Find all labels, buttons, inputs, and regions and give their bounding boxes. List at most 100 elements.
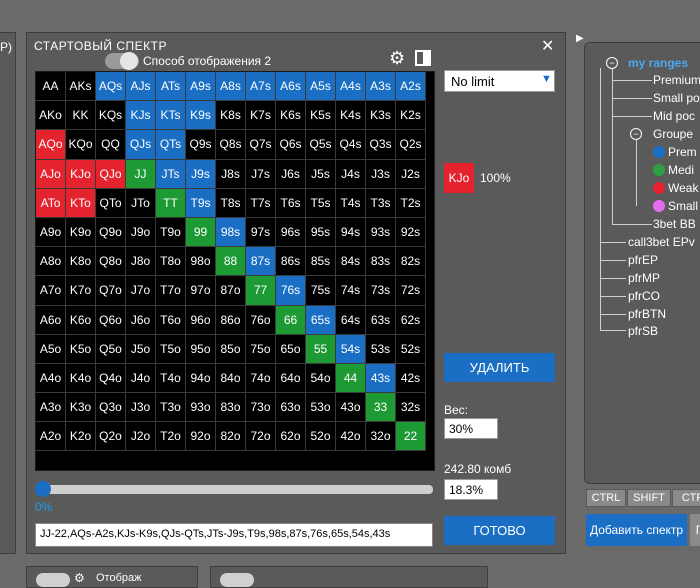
hand-cell[interactable]: T5s <box>306 188 336 218</box>
hand-cell[interactable]: ATo <box>36 188 66 218</box>
hand-cell[interactable]: KQo <box>66 130 96 160</box>
hand-cell[interactable]: 64s <box>336 305 366 335</box>
hand-cell[interactable]: QTs <box>156 130 186 160</box>
extra-button[interactable]: П <box>690 514 700 546</box>
hand-cell[interactable]: Q7o <box>96 276 126 306</box>
hand-cell[interactable]: 96s <box>276 217 306 248</box>
delete-button[interactable]: УДАЛИТЬ <box>444 353 555 382</box>
hand-cell[interactable]: 83o <box>216 393 246 423</box>
hand-cell[interactable]: 82o <box>216 422 246 452</box>
hand-cell[interactable]: 86o <box>216 305 246 335</box>
hand-cell[interactable]: KJs <box>126 101 156 131</box>
collapse-icon[interactable]: − <box>606 57 618 69</box>
close-icon[interactable]: ✕ <box>541 38 555 55</box>
hand-cell[interactable]: KQs <box>96 101 126 131</box>
hand-cell[interactable]: A7s <box>246 72 276 102</box>
hand-cell[interactable]: Q4s <box>336 130 366 160</box>
hand-cell[interactable]: 52s <box>396 334 426 364</box>
hand-cell[interactable]: 92s <box>396 217 426 248</box>
hand-cell[interactable]: 76s <box>276 276 306 306</box>
hand-cell[interactable]: 73s <box>366 276 396 306</box>
tree-item[interactable]: Small po <box>653 91 700 105</box>
hand-cell[interactable]: A3o <box>36 393 66 423</box>
hand-cell[interactable]: T9s <box>186 188 216 218</box>
tree-item[interactable]: pfrCO <box>628 289 661 303</box>
hand-cell[interactable]: J4s <box>336 159 366 189</box>
hand-cell[interactable]: 96o <box>186 305 216 335</box>
hand-cell[interactable]: A6o <box>36 305 66 335</box>
hand-cell[interactable]: A8s <box>216 72 246 102</box>
hand-cell[interactable]: 83s <box>366 247 396 277</box>
hand-cell[interactable]: 99 <box>186 217 216 248</box>
hand-cell[interactable]: 92o <box>186 422 216 452</box>
hand-cell[interactable]: 43s <box>366 363 396 394</box>
hand-cell[interactable]: T4s <box>336 188 366 218</box>
hand-cell[interactable]: TT <box>156 188 186 218</box>
hand-cell[interactable]: 65s <box>306 305 336 335</box>
hand-cell[interactable]: A4s <box>336 72 366 102</box>
hand-cell[interactable]: T6s <box>276 188 306 218</box>
hand-cell[interactable]: T5o <box>156 334 186 364</box>
hand-cell[interactable]: 94o <box>186 363 216 394</box>
hand-cell[interactable]: QJo <box>96 159 126 189</box>
hand-cell[interactable]: Q8o <box>96 247 126 277</box>
hand-cell[interactable]: KTo <box>66 188 96 218</box>
hand-cell[interactable]: A3s <box>366 72 396 102</box>
hand-cell[interactable]: 74o <box>246 363 276 394</box>
hand-cell[interactable]: J2s <box>396 159 426 189</box>
hand-cell[interactable]: 32s <box>396 393 426 423</box>
hand-cell[interactable]: 66 <box>276 305 306 335</box>
hand-cell[interactable]: K6s <box>276 101 306 131</box>
hand-cell[interactable]: 32o <box>366 422 396 452</box>
hand-cell[interactable]: AJo <box>36 159 66 189</box>
hand-cell[interactable]: A5s <box>306 72 336 102</box>
hand-cell[interactable]: 75o <box>246 334 276 364</box>
hand-cell[interactable]: 55 <box>306 334 336 364</box>
hand-cell[interactable]: Q5s <box>306 130 336 160</box>
tree-item[interactable]: pfrMP <box>628 271 661 285</box>
hand-cell[interactable]: A7o <box>36 276 66 306</box>
hand-cell[interactable]: AJs <box>126 72 156 102</box>
hand-cell[interactable]: A2s <box>396 72 426 102</box>
hand-cell[interactable]: 33 <box>366 393 396 423</box>
gear-icon[interactable]: ⚙ <box>74 571 85 585</box>
hand-cell[interactable]: K3s <box>366 101 396 131</box>
hand-cell[interactable]: AQs <box>96 72 126 102</box>
hand-cell[interactable]: T3o <box>156 393 186 423</box>
hand-cell[interactable]: T7o <box>156 276 186 306</box>
hand-cell[interactable]: JTs <box>156 159 186 189</box>
gear-icon[interactable]: ⚙ <box>389 48 406 68</box>
tree-item[interactable]: Medi <box>668 163 695 177</box>
hand-cell[interactable]: A9o <box>36 217 66 248</box>
hand-cell[interactable]: 73o <box>246 393 276 423</box>
hand-cell[interactable]: AQo <box>36 130 66 160</box>
hand-cell[interactable]: J3o <box>126 393 156 423</box>
range-slider-track[interactable] <box>37 485 433 494</box>
hand-cell[interactable]: K6o <box>66 305 96 335</box>
hand-cell[interactable]: 76o <box>246 305 276 335</box>
hand-cell[interactable]: QTo <box>96 188 126 218</box>
tree-item[interactable]: 3bet BB <box>653 217 696 231</box>
hand-cell[interactable]: 84s <box>336 247 366 277</box>
hand-cell[interactable]: 53o <box>306 393 336 423</box>
hand-cell[interactable]: K5o <box>66 334 96 364</box>
hand-cell[interactable]: K7o <box>66 276 96 306</box>
hand-cell[interactable]: 87s <box>246 247 276 277</box>
panel-expand-arrow-icon[interactable]: ▶ <box>576 33 584 44</box>
bottom-toggle-2[interactable] <box>220 573 254 587</box>
hand-cell[interactable]: J8o <box>126 247 156 277</box>
hand-cell[interactable]: J9o <box>126 217 156 248</box>
hand-cell[interactable]: Q9s <box>186 130 216 160</box>
chevron-down-icon[interactable]: ▼ <box>541 73 552 85</box>
hand-cell[interactable]: 98o <box>186 247 216 277</box>
hand-cell[interactable]: 43o <box>336 393 366 423</box>
hand-cell[interactable]: Q8s <box>216 130 246 160</box>
hand-cell[interactable]: 72o <box>246 422 276 452</box>
hand-cell[interactable]: 53s <box>366 334 396 364</box>
range-percent-input[interactable]: 18.3% <box>444 479 498 500</box>
hand-cell[interactable]: Q5o <box>96 334 126 364</box>
tree-item[interactable]: Mid poc <box>653 109 696 123</box>
hand-cell[interactable]: T8o <box>156 247 186 277</box>
hand-cell[interactable]: J6o <box>126 305 156 335</box>
hand-cell[interactable]: 85s <box>306 247 336 277</box>
